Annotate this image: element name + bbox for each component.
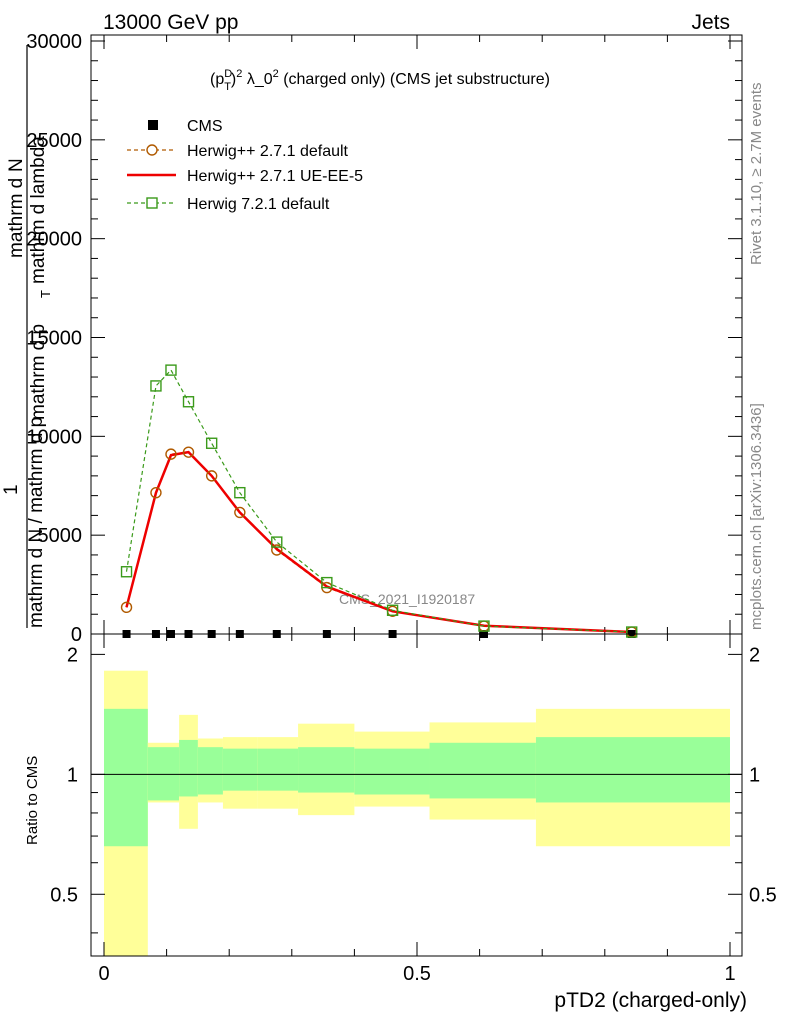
series-point-herwig7-default [234,486,246,499]
ratio-y-tick-label-right: 0.5 [749,884,777,906]
ylabel-one: 1 [1,484,22,495]
ratio-band-inner [298,747,355,793]
series-point-herwigpp-default [205,470,218,482]
ratio-y-tick-label-right: 1 [749,764,760,786]
ratio-y-tick-label-right: 2 [749,644,760,666]
series-point-herwig7-default [321,576,333,589]
legend-label: Herwig++ 2.7.1 default [187,143,349,160]
ylabel-denominator-lambda: mathrm d lambda [28,136,49,284]
ratio-band-inner [257,748,299,791]
header-right: Jets [691,11,730,34]
series-point-herwigpp-default [150,486,162,499]
main-y-tick-label: 25000 [26,130,82,152]
ylabel-denominator-dp: mathrm d p [28,324,49,420]
series-point-herwig7-default [271,536,283,548]
ratio-y-tick-label: 2 [67,644,78,666]
series-point-herwig7-default [478,620,490,632]
main-y-tick-label: 5000 [38,525,83,547]
legend-entry-3: Herwig 7.2.1 default [127,196,330,213]
series-line-2 [125,450,632,634]
ratio-y-tick-labels: 0.5 0.5 1 1 2 2 [50,644,777,906]
ratio-y-tick-label: 0.5 [50,884,78,906]
legend-entry-0: CMS [148,118,223,135]
ratio-band-inner [222,748,258,791]
main-y-tick-label: 0 [71,624,82,646]
rivet-version-label: Rivet 3.1.10, ≥ 2.7M events [748,83,765,266]
ratio-band-inner [429,742,536,799]
series-point-herwig7-default [626,626,638,638]
legend-label: CMS [187,118,223,135]
series-point-herwig7-default [165,364,177,376]
series-point-herwig7-default [182,396,195,408]
series-point-herwigpp-default [182,446,195,458]
ratio-band-inner [147,747,180,801]
legend-marker-circle [146,144,158,156]
main-y-tick-label: 30000 [26,31,82,53]
ratio-band-inner [354,748,430,795]
series-point-herwig7-default [205,437,218,449]
mcplots-label: mcplots.cern.ch [arXiv:1306.3436] [748,403,765,630]
ratio-axis-ticks [91,634,742,956]
legend-entry-1: Herwig++ 2.7.1 default [127,143,349,160]
series-point-herwig7-default [150,380,162,392]
main-axis-ticks [91,35,742,635]
ylabel-fraction-bottom: mathrm d N / mathrm d p [26,417,47,628]
legend-label: Herwig 7.2.1 default [187,196,330,213]
ratio-band-inner [104,708,148,847]
series-line-3 [125,369,632,633]
legend-marker-square [146,197,158,209]
ratio-band-inner [179,739,198,797]
series-point-herwigpp-default [120,601,133,614]
x-tick-labels: 0 0.5 1 [98,963,735,985]
x-tick-label: 0.5 [403,963,431,985]
legend: CMS Herwig++ 2.7.1 default Herwig++ 2.7.1 … [127,118,363,213]
series-point-herwigpp-default [234,506,246,519]
main-y-tick-labels: 0 5000 10000 15000 20000 25000 30000 [26,31,82,646]
ratio-band-inner [197,747,223,795]
series-point-herwig7-default [386,604,399,616]
x-tick-label: 1 [724,963,735,985]
header-left: 13000 GeV pp [103,11,238,34]
series-point-herwigpp-default [271,544,283,556]
ratio-bands [104,670,730,956]
ratio-band-inner [535,737,730,803]
main-y-tick-label: 20000 [26,229,82,251]
series-point-herwig7-default [120,566,133,578]
legend-label: Herwig++ 2.7.1 UE-EE-5 [187,168,363,185]
ylabel-numerator-n: N [6,158,27,172]
ylabel-denominator-sub-t: T [38,290,53,298]
legend-marker-cms [148,120,158,130]
x-axis-label: pTD2 (charged-only) [554,989,747,1012]
series-lines [125,369,632,634]
ratio-y-axis-label: Ratio to CMS [24,756,41,845]
main-y-tick-label: 10000 [26,426,82,448]
ratio-y-tick-label: 1 [67,764,78,786]
series-point-herwigpp-default [165,448,177,460]
ylabel-numerator-d: mathrm d [6,178,27,258]
main-y-tick-label: 15000 [26,328,82,350]
main-y-axis-label: mathrm d N mathrm d p T mathrm d lambda … [1,45,53,628]
plot-title: (pD T)2 λ_02 (charged only) (CMS jet subs… [210,68,550,93]
legend-entry-2: Herwig++ 2.7.1 UE-EE-5 [127,168,363,185]
x-tick-label: 0 [98,963,109,985]
